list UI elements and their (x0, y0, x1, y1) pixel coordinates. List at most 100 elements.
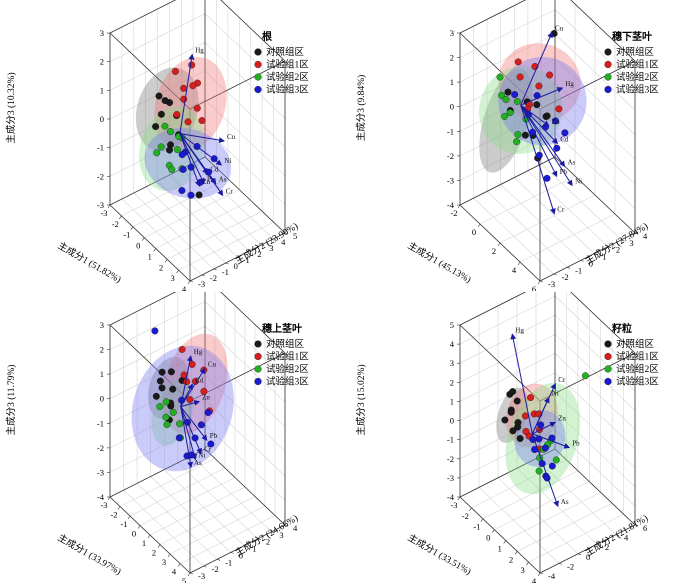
z-axis-label: 主成分3 (9.84%) (355, 75, 367, 142)
y-tick-label: 2 (257, 249, 261, 259)
z-tick-label: 2 (100, 345, 104, 355)
x-tick-label: 1 (142, 538, 146, 548)
box-edge (220, 0, 286, 62)
sample-point-group-3 (204, 409, 212, 416)
z-tick-label: 0 (450, 416, 454, 426)
legend-marker-group-0 (254, 48, 262, 56)
grid-line (516, 503, 613, 552)
box-edge (554, 448, 636, 526)
z-tick-label: -1 (97, 418, 104, 428)
loading-arrow-cr (180, 406, 202, 455)
y-tick-label: -2 (212, 564, 219, 574)
y-tick-mark (284, 232, 289, 235)
sample-point-group-0 (513, 397, 521, 405)
y-tick-label: -1 (575, 265, 582, 275)
y-tick-label: 3 (279, 530, 283, 540)
grid-line (177, 462, 259, 539)
sample-points (496, 30, 569, 182)
grid-line (169, 505, 266, 555)
z-tick-label: -1 (447, 435, 454, 445)
loading-arrow-zn (180, 399, 201, 408)
y-tick-label: 4 (293, 523, 298, 533)
loading-arrow-pb (179, 133, 205, 185)
grid-line (541, 163, 622, 241)
sample-point-group-0 (158, 384, 166, 392)
y-tick-mark (558, 563, 563, 565)
sample-point-group-2 (502, 96, 510, 103)
y-tick-mark (203, 565, 207, 568)
y-tick-mark (539, 572, 544, 575)
loading-arrow-as (531, 433, 559, 508)
chart-title: 穗下茎叶 (612, 30, 652, 43)
x-tick-label: 0 (136, 241, 140, 251)
grid-line (554, 58, 636, 135)
sample-point-group-2 (173, 146, 181, 154)
legend-label-group-1: 试验组1区 (616, 351, 659, 363)
y-tick-label: 1 (246, 255, 250, 265)
x-tick-label: -2 (112, 219, 119, 229)
legend-label-group-1: 试验组1区 (266, 59, 309, 71)
grid-line (486, 191, 568, 268)
sample-point-group-0 (155, 92, 163, 100)
sample-point-group-2 (552, 456, 560, 464)
grid-line (554, 314, 636, 392)
y-tick-mark (261, 244, 265, 247)
y-tick-mark (225, 262, 229, 265)
legend-marker-group-0 (604, 340, 612, 348)
x-tick-mark (177, 563, 181, 567)
sample-point-group-2 (153, 149, 161, 157)
y-tick-label: -1 (222, 267, 229, 277)
grid-line (109, 301, 206, 350)
z-tick-label: 3 (450, 358, 454, 368)
grid-line (554, 9, 636, 86)
sample-point-group-2 (157, 143, 165, 151)
grid-line (494, 481, 590, 530)
y-tick-label: 0 (239, 550, 243, 560)
z-tick-label: 2 (450, 377, 454, 387)
legend-label-group-0: 对照组区 (266, 46, 305, 58)
loading-label-as: As (561, 498, 569, 506)
grid-line (204, 128, 286, 205)
sample-point-group-1 (514, 58, 522, 66)
y-tick-mark (634, 232, 639, 235)
x-tick-label: 4 (532, 576, 537, 583)
z-tick-label: 1 (100, 369, 104, 379)
x-tick-label: -1 (473, 522, 480, 532)
x-tick-label: -2 (450, 208, 457, 218)
x-tick-mark (457, 496, 461, 501)
sample-point-group-3 (543, 174, 551, 182)
x-tick-mark (469, 507, 472, 512)
sample-point-group-3 (552, 117, 559, 125)
y-tick-mark (596, 543, 601, 546)
box-edge (109, 32, 191, 110)
y-tick-label: 3 (269, 243, 273, 253)
legend-marker-group-3 (254, 85, 262, 94)
x-axis-label: 主成分1 (33.51%) (406, 531, 474, 577)
y-tick-mark (249, 250, 253, 253)
loading-label-cu: Cu (555, 25, 564, 33)
y-tick-label: 4 (281, 237, 286, 247)
y-tick-label: 5 (293, 231, 297, 241)
z-axis-label: 主成分3 (15.02%) (355, 364, 367, 435)
z-tick-label: 4 (450, 339, 455, 349)
x-tick-mark (537, 572, 541, 577)
sample-point-group-1 (184, 118, 192, 126)
grid-line (204, 13, 286, 90)
y-tick-mark (594, 253, 598, 255)
x-tick-label: 2 (509, 554, 513, 564)
y-tick-mark (577, 553, 582, 556)
z-tick-label: 5 (450, 320, 454, 330)
z-tick-label: -3 (447, 473, 454, 483)
grid-line (119, 458, 216, 507)
x-tick-label: -2 (110, 510, 117, 520)
y-tick-label: -3 (198, 279, 205, 289)
legend-marker-group-2 (254, 365, 262, 373)
legend-label-group-2: 试验组2区 (616, 71, 659, 83)
y-tick-mark (217, 559, 221, 561)
sample-point-group-2 (514, 131, 522, 138)
x-tick-mark (167, 553, 171, 558)
z-tick-label: -1 (97, 143, 104, 153)
sample-point-group-1 (527, 394, 535, 402)
y-tick-label: 2 (605, 542, 609, 552)
sample-point-group-2 (166, 128, 174, 135)
